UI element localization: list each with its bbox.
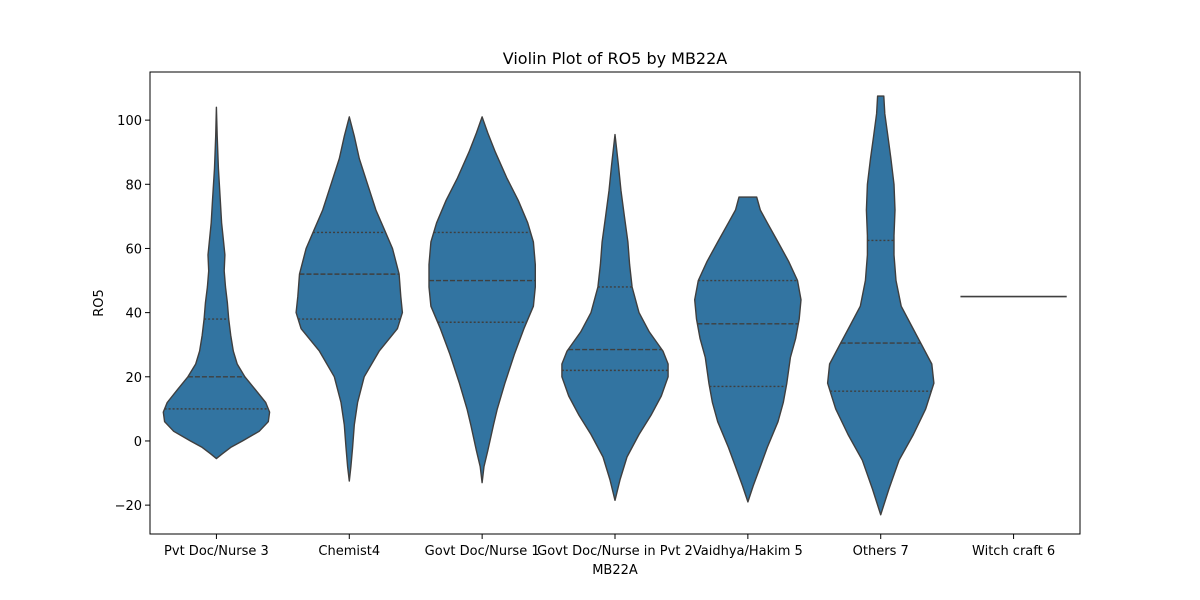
x-tick-label: Vaidhya/Hakim 5 bbox=[693, 544, 803, 559]
y-axis-label: RO5 bbox=[92, 289, 107, 317]
y-tick-label: −20 bbox=[115, 499, 142, 514]
x-tick-label: Witch craft 6 bbox=[972, 544, 1055, 559]
violin-body bbox=[295, 116, 404, 482]
x-tick-label: Chemist4 bbox=[318, 544, 380, 559]
y-axis: −20 0 20 40 60 80 100 bbox=[115, 114, 150, 514]
y-tick-label: 60 bbox=[125, 242, 142, 257]
violin bbox=[295, 116, 404, 482]
violin-body bbox=[162, 106, 271, 460]
x-tick-label: Govt Doc/Nurse 1 bbox=[425, 544, 540, 559]
violin-body bbox=[561, 133, 669, 501]
violin bbox=[561, 133, 669, 501]
x-axis: Pvt Doc/Nurse 3 Chemist4 Govt Doc/Nurse 1G… bbox=[164, 534, 1055, 559]
violin-body bbox=[694, 196, 802, 503]
x-axis-label: MB22A bbox=[592, 563, 638, 578]
violin bbox=[826, 95, 935, 516]
violin-body bbox=[826, 95, 935, 516]
x-tick-label: Govt Doc/Nurse in Pvt 2 bbox=[537, 544, 693, 559]
x-tick-label: Pvt Doc/Nurse 3 bbox=[164, 544, 269, 559]
violin-body bbox=[428, 116, 536, 484]
y-tick-label: 100 bbox=[117, 114, 142, 129]
violin bbox=[428, 116, 536, 484]
y-tick-label: 80 bbox=[125, 178, 142, 193]
violin bbox=[162, 106, 271, 460]
plot-area bbox=[162, 95, 1067, 516]
violin bbox=[694, 196, 802, 503]
y-tick-label: 0 bbox=[134, 435, 142, 450]
x-tick-label: Others 7 bbox=[853, 544, 909, 559]
y-tick-label: 40 bbox=[125, 307, 142, 322]
chart-title: Violin Plot of RO5 by MB22A bbox=[503, 49, 728, 68]
y-tick-label: 20 bbox=[125, 371, 142, 386]
